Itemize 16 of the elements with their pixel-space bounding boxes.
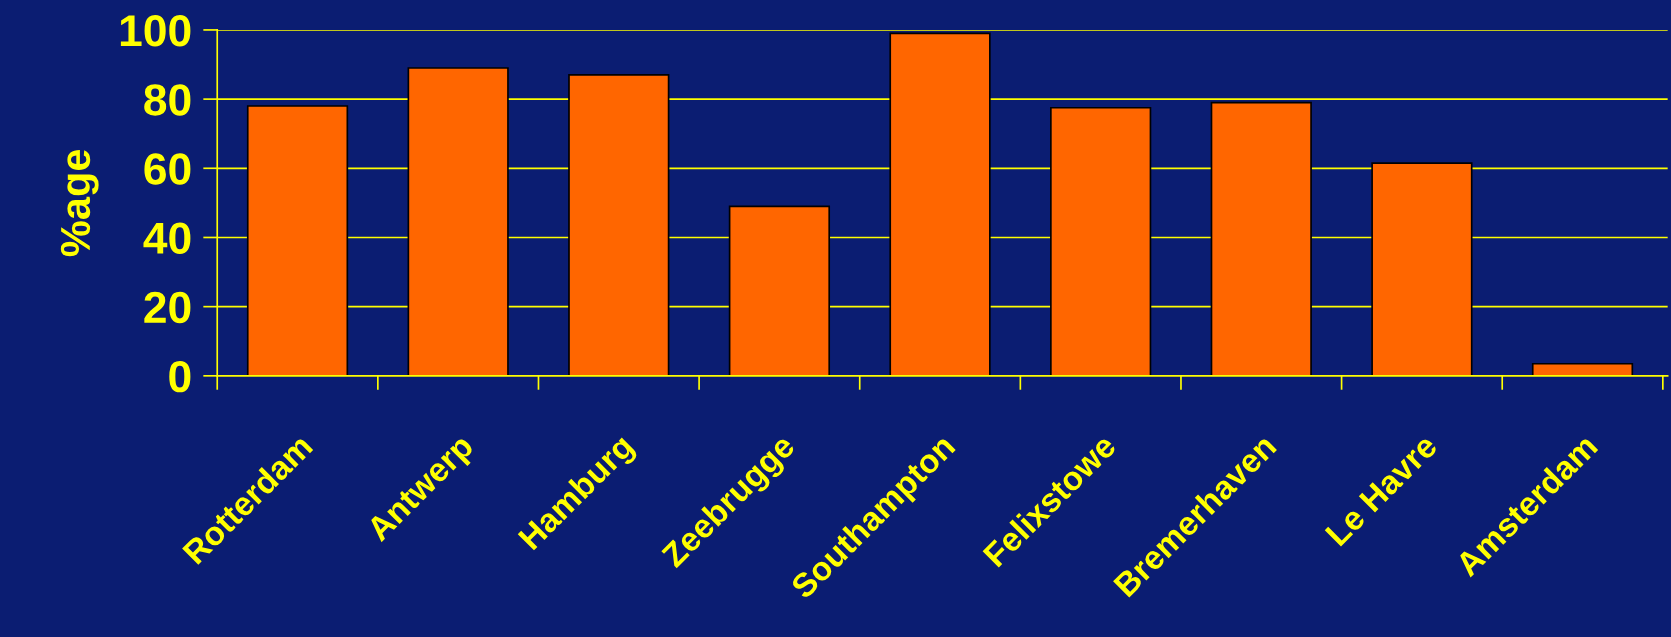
- bar: [1531, 362, 1634, 376]
- y-tick-label: 100: [120, 15, 191, 47]
- bar: [1050, 106, 1152, 376]
- bar: [889, 32, 991, 376]
- bar: [246, 105, 349, 376]
- bar: [407, 67, 509, 376]
- y-tick-label: 80: [144, 84, 191, 116]
- y-axis-title: %age: [60, 149, 99, 257]
- bar: [1371, 162, 1473, 376]
- bar: [728, 205, 831, 376]
- y-tick-label: 20: [144, 291, 191, 324]
- bar: [568, 74, 670, 376]
- bar: [1210, 101, 1312, 376]
- y-tick-label: 60: [144, 153, 191, 185]
- y-tick-label: 40: [143, 222, 191, 255]
- y-tick-label: 0: [169, 360, 191, 393]
